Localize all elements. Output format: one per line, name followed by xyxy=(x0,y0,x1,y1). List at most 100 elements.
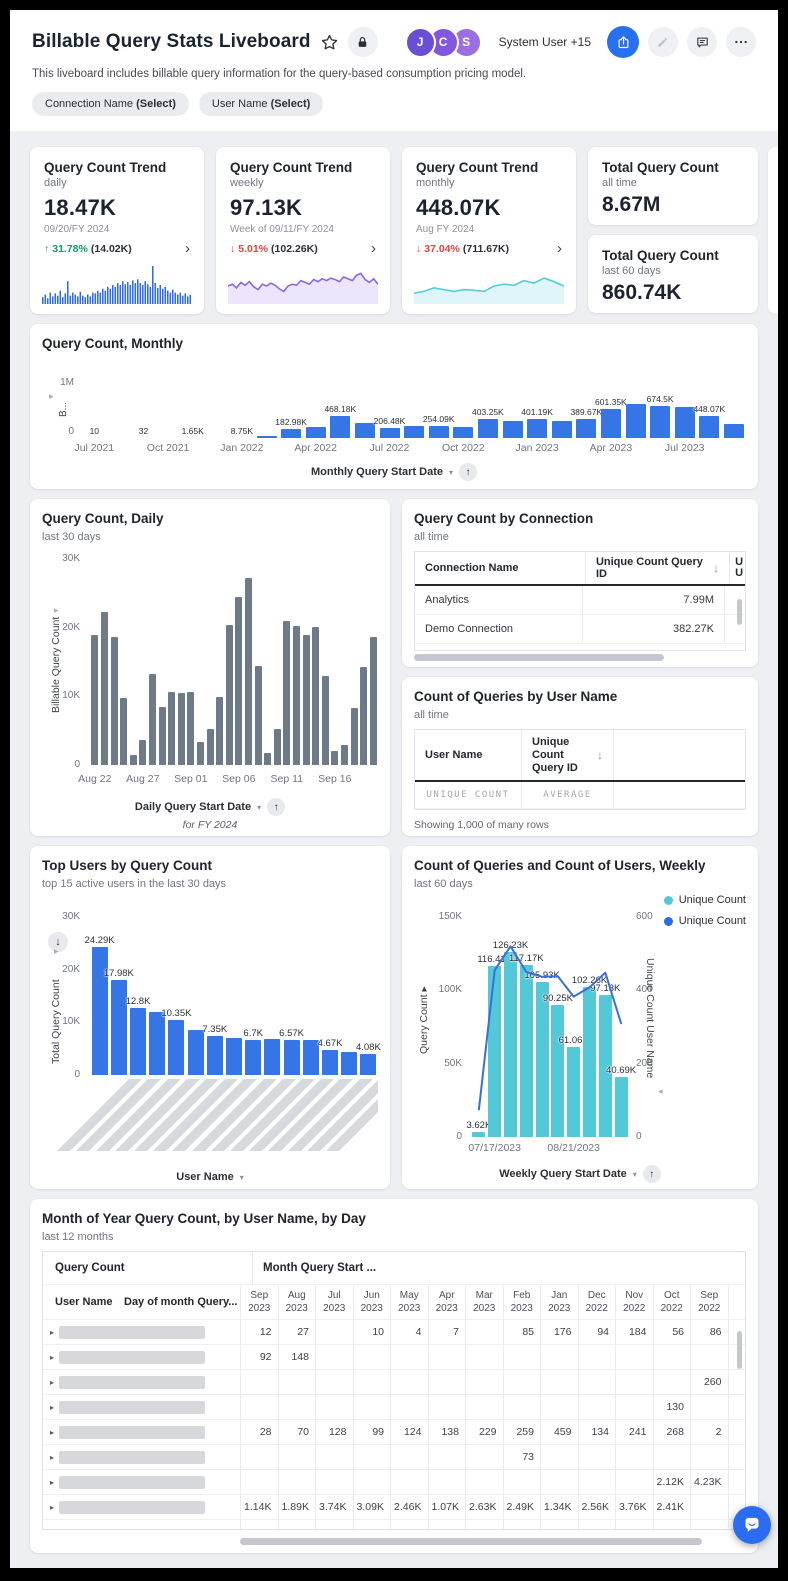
row-expand-icon[interactable]: ▸ xyxy=(50,1327,55,1337)
favorite-star-button[interactable] xyxy=(320,33,339,52)
row-expand-icon[interactable]: ▸ xyxy=(50,1502,55,1512)
bar[interactable] xyxy=(129,755,137,765)
row-expand-icon[interactable]: ▸ xyxy=(50,1452,55,1462)
bar[interactable] xyxy=(302,1040,319,1075)
bar[interactable] xyxy=(674,407,695,438)
bar[interactable] xyxy=(625,403,646,438)
drill-chevron-icon[interactable]: › xyxy=(371,240,376,257)
bar[interactable] xyxy=(158,706,166,765)
x-axis-control[interactable]: Weekly Query Start Date ▾ ↑ xyxy=(402,1165,758,1183)
bar[interactable] xyxy=(168,1020,185,1075)
bar[interactable] xyxy=(504,951,517,1137)
bar[interactable] xyxy=(273,729,281,765)
bar[interactable] xyxy=(453,426,474,438)
bar[interactable] xyxy=(321,676,329,765)
bar[interactable] xyxy=(650,405,671,438)
bar[interactable] xyxy=(196,742,204,765)
bar[interactable] xyxy=(600,409,621,438)
bar[interactable] xyxy=(244,578,252,765)
month-column-header[interactable]: Nov 2022 xyxy=(615,1285,653,1319)
sort-ascending-button[interactable]: ↑ xyxy=(267,798,286,816)
bar[interactable] xyxy=(256,436,277,438)
bar[interactable] xyxy=(519,965,533,1137)
column-header-sorted[interactable]: Unique Count Query ID ↓ xyxy=(584,552,729,584)
vertical-scrollbar[interactable] xyxy=(737,599,742,625)
bar[interactable] xyxy=(235,596,243,765)
bar[interactable] xyxy=(428,425,449,438)
month-column-header[interactable]: Jun 2023 xyxy=(352,1285,391,1319)
drill-chevron-icon[interactable]: › xyxy=(557,240,562,257)
bar[interactable] xyxy=(187,691,195,765)
more-menu-button[interactable] xyxy=(726,27,756,57)
column-header[interactable]: Connection Name xyxy=(425,562,519,574)
sort-ascending-button[interactable]: ↑ xyxy=(459,463,478,481)
edit-button[interactable] xyxy=(648,27,678,57)
horizontal-scrollbar[interactable] xyxy=(240,1538,702,1545)
column-header[interactable]: User Name xyxy=(425,749,483,761)
bar[interactable] xyxy=(576,419,597,438)
bar[interactable] xyxy=(292,625,300,765)
bar[interactable] xyxy=(100,611,108,765)
x-axis-control[interactable]: User Name ▾ xyxy=(30,1171,390,1183)
legend-entry[interactable]: Unique Count xyxy=(663,915,746,927)
sort-descending-button[interactable]: ↓ xyxy=(48,932,68,952)
bar[interactable] xyxy=(369,636,377,765)
bar[interactable] xyxy=(488,966,502,1137)
bar[interactable] xyxy=(535,981,549,1137)
bar[interactable] xyxy=(283,621,291,765)
month-column-header[interactable]: Feb 2023 xyxy=(502,1285,541,1319)
bar[interactable] xyxy=(477,418,498,438)
column-header-sorted[interactable]: Unique Count Query ID ↓ xyxy=(521,730,613,780)
month-column-header[interactable]: Jul 2023 xyxy=(315,1285,353,1319)
bar[interactable] xyxy=(149,1012,166,1075)
bar[interactable] xyxy=(120,697,128,765)
bar[interactable] xyxy=(177,692,185,765)
comment-button[interactable] xyxy=(687,27,717,57)
bar[interactable] xyxy=(206,1036,223,1075)
bar[interactable] xyxy=(360,1053,377,1075)
bar[interactable] xyxy=(91,947,108,1075)
x-axis-control[interactable]: Daily Query Start Date ▾ ↑ xyxy=(30,798,390,816)
bar[interactable] xyxy=(254,666,262,765)
table-row[interactable]: Analytics 7.99M xyxy=(415,586,745,615)
bar[interactable] xyxy=(350,708,358,765)
table-row[interactable]: Demo Connection 382.27K xyxy=(415,615,745,644)
month-column-header[interactable]: Sep 2023 xyxy=(240,1285,278,1319)
bar[interactable] xyxy=(110,980,127,1075)
bar[interactable] xyxy=(379,428,400,438)
month-column-header[interactable]: Aug 2023 xyxy=(277,1285,316,1319)
sort-ascending-button[interactable]: ↑ xyxy=(642,1165,661,1183)
bar[interactable] xyxy=(699,416,720,438)
bar[interactable] xyxy=(404,426,425,438)
bar[interactable] xyxy=(614,1077,628,1137)
chat-widget-button[interactable] xyxy=(733,1506,771,1544)
bar[interactable] xyxy=(312,626,320,765)
bar[interactable] xyxy=(527,418,548,438)
bar[interactable] xyxy=(331,750,339,765)
month-column-header[interactable]: Oct 2022 xyxy=(652,1285,691,1319)
bar[interactable] xyxy=(360,666,368,765)
avatar[interactable]: J xyxy=(404,26,436,58)
bar[interactable] xyxy=(341,1051,358,1075)
row-expand-icon[interactable]: ▸ xyxy=(50,1377,55,1387)
vertical-scrollbar[interactable] xyxy=(737,1331,742,1369)
bar[interactable] xyxy=(206,729,214,765)
bar[interactable] xyxy=(216,697,224,765)
filter-chip-user-name[interactable]: User Name (Select) xyxy=(198,92,324,116)
share-button[interactable] xyxy=(607,26,639,58)
bar[interactable] xyxy=(551,420,572,438)
legend-entry[interactable]: Unique Count xyxy=(663,894,746,906)
bar[interactable] xyxy=(225,624,233,765)
bar[interactable] xyxy=(567,1047,581,1137)
horizontal-scrollbar[interactable] xyxy=(414,654,664,661)
row-expand-icon[interactable]: ▸ xyxy=(50,1352,55,1362)
bar[interactable] xyxy=(226,1037,242,1075)
bar[interactable] xyxy=(322,1050,338,1075)
bar[interactable] xyxy=(302,634,310,765)
row-expand-icon[interactable]: ▸ xyxy=(50,1402,55,1412)
bar[interactable] xyxy=(168,691,176,765)
month-column-header[interactable]: Dec 2022 xyxy=(577,1285,616,1319)
drill-chevron-icon[interactable]: › xyxy=(185,240,190,257)
bar[interactable] xyxy=(281,429,302,438)
bar[interactable] xyxy=(305,427,326,438)
